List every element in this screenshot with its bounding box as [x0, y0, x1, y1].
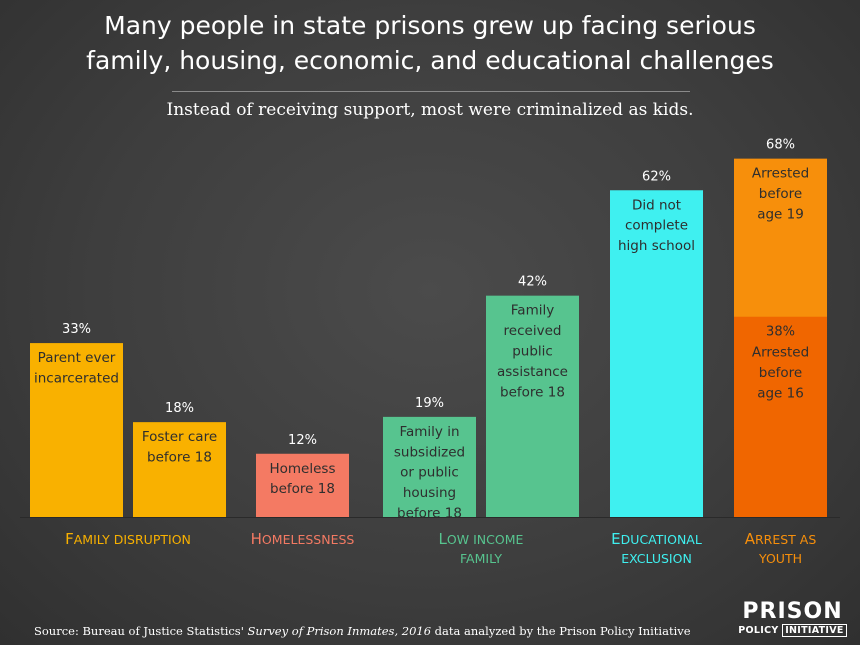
public-assistance-value-label: 42% [518, 275, 547, 290]
public-housing-value-label: 19% [415, 396, 444, 411]
public-assistance-bar-text-4: assistance [497, 364, 568, 380]
bar-chart: 33% Parent ever incarcerated 18% Foster care… [20, 138, 840, 566]
foster-care-bar-text-1: Foster care [142, 429, 217, 445]
chart-subtitle: Instead of receiving support, most were … [166, 100, 694, 120]
category-label-education-1: EDUCATIONAL [611, 530, 702, 548]
homeless-bar-text-1: Homeless [270, 461, 336, 477]
public-assistance-bar-text-2: received [504, 323, 562, 339]
no-high-school-bar-text-3: high school [618, 238, 695, 254]
arrested-before-19-bar-text-1: Arrested [752, 166, 809, 182]
homeless-value-label: 12% [288, 433, 317, 448]
public-housing-bar-text-4: housing [403, 485, 456, 501]
foster-care-value-label: 18% [165, 401, 194, 416]
arrested-before-16-bar-text-2: before [759, 365, 802, 381]
category-label-arrest-1: ARREST AS [745, 530, 817, 548]
public-housing-bar [383, 416, 476, 517]
title-divider [172, 91, 690, 92]
public-assistance-bar-text-1: Family [511, 303, 554, 319]
logo-main: PRISON [742, 599, 843, 624]
category-label-homelessness-1: HOMELESSNESS [251, 530, 355, 548]
logo-sub: POLICY INITIATIVE [730, 624, 855, 637]
category-label-family-1: FAMILY DISRUPTION [65, 530, 191, 548]
no-high-school-value-label: 62% [642, 169, 671, 184]
title-line-1: Many people in state prisons grew up fac… [104, 11, 756, 40]
no-high-school-bar-text-1: Did not [632, 197, 681, 213]
arrested-before-19-value-label: 68% [766, 138, 795, 153]
no-high-school-bar-text-2: complete [625, 218, 688, 234]
category-label-education-2: EXCLUSION [621, 551, 692, 566]
parent-incarcerated-value-label: 33% [62, 322, 91, 337]
arrested-before-19-bar-text-2: before [759, 186, 802, 202]
homeless-bar [256, 453, 349, 517]
prison-policy-initiative-logo: PRISON POLICY INITIATIVE [730, 599, 855, 637]
source-prefix: Source: Bureau of Justice Statistics' [34, 624, 248, 638]
chart-title: Many people in state prisons grew up fac… [0, 8, 860, 78]
source-italic: Survey of Prison Inmates, 2016 [247, 624, 432, 638]
category-label-income-1: LOW INCOME [439, 530, 524, 548]
arrested-before-16-bar [734, 316, 827, 517]
parent-incarcerated-bar-text-1: Parent ever [38, 350, 116, 366]
arrested-before-16-bar-text-1: Arrested [752, 345, 809, 361]
source-suffix: data analyzed by the Prison Policy Initi… [431, 624, 691, 638]
public-housing-bar-text-5: before 18 [397, 505, 462, 521]
category-label-arrest-2: YOUTH [758, 551, 802, 566]
public-housing-bar-text-2: subsidized [394, 444, 465, 460]
arrested-before-16-value-label: 38% [766, 325, 795, 340]
title-line-2: family, housing, economic, and education… [86, 46, 774, 75]
no-high-school-bar [610, 190, 703, 517]
public-assistance-bar-text-3: public [512, 343, 553, 359]
arrested-before-16-bar-text-3: age 16 [757, 386, 804, 402]
arrested-before-19-bar-text-3: age 19 [757, 206, 804, 222]
parent-incarcerated-bar [30, 343, 123, 517]
foster-care-bar [133, 422, 226, 517]
category-label-income-2: FAMILY [460, 551, 502, 566]
foster-care-bar-text-2: before 18 [147, 450, 212, 466]
logo-sub-left: POLICY [738, 625, 779, 636]
parent-incarcerated-bar-text-2: incarcerated [34, 370, 119, 386]
homeless-bar-text-2: before 18 [270, 481, 335, 497]
public-housing-bar-text-3: or public [400, 465, 459, 481]
logo-sub-right: INITIATIVE [782, 624, 847, 637]
source-note: Source: Bureau of Justice Statistics' Su… [34, 624, 734, 638]
public-assistance-bar [486, 295, 579, 517]
public-housing-bar-text-1: Family in [399, 424, 459, 440]
public-assistance-bar-text-5: before 18 [500, 384, 565, 400]
